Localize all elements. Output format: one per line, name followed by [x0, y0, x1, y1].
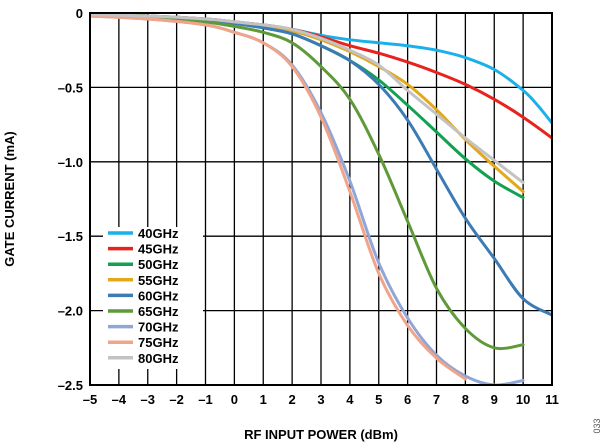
y-tick-label: –1.0 [58, 155, 83, 170]
legend-label: 40GHz [138, 226, 179, 241]
x-tick-label: –1 [198, 392, 212, 407]
figure-id: 033 [592, 418, 602, 433]
x-tick-label: 9 [491, 392, 498, 407]
x-tick-label: –5 [83, 392, 97, 407]
x-tick-label: 7 [433, 392, 440, 407]
series-line-65GHz [90, 13, 525, 351]
x-tick-label: 6 [404, 392, 411, 407]
legend-label: 75GHz [138, 335, 179, 350]
series-line-50GHz [90, 13, 525, 199]
grid [90, 13, 552, 385]
plot-frame [89, 12, 553, 386]
legend-label: 50GHz [138, 257, 179, 272]
x-tick-label: 0 [231, 392, 238, 407]
x-tick-label: 2 [289, 392, 296, 407]
y-tick-label: –1.5 [58, 229, 83, 244]
y-axis-label: GATE CURRENT (mA) [2, 131, 17, 267]
x-tick-labels: –5 –4 –3 –2 –1 0 1 2 3 4 5 6 7 8 9 10 11 [83, 392, 559, 407]
x-tick-label: 10 [516, 392, 530, 407]
x-tick-label: 3 [317, 392, 324, 407]
x-tick-label: 5 [375, 392, 382, 407]
x-axis-label: RF INPUT POWER (dBm) [244, 427, 398, 442]
y-tick-label: –0.5 [58, 80, 83, 95]
legend: 40GHz45GHz50GHz55GHz60GHz65GHz70GHz75GHz… [103, 226, 203, 369]
y-tick-labels: 0 –0.5 –1.0 –1.5 –2.0 –2.5 [58, 6, 83, 393]
series-line-75GHz [90, 14, 467, 381]
legend-label: 60GHz [138, 288, 179, 303]
x-tick-label: 4 [346, 392, 354, 407]
legend-label: 55GHz [138, 273, 179, 288]
y-tick-label: –2.0 [58, 304, 83, 319]
y-tick-label: 0 [76, 6, 83, 21]
x-tick-label: –3 [141, 392, 155, 407]
legend-label: 70GHz [138, 320, 179, 335]
x-tick-label: 8 [462, 392, 469, 407]
legend-label: 80GHz [138, 351, 179, 366]
series-line-55GHz [90, 13, 525, 194]
legend-background [103, 227, 203, 369]
x-tick-label: 11 [545, 392, 559, 407]
series-line-80GHz [90, 13, 525, 185]
x-tick-label: –2 [169, 392, 183, 407]
x-tick-label: –4 [112, 392, 127, 407]
series-line-60GHz [90, 13, 552, 317]
legend-label: 65GHz [138, 304, 179, 319]
y-tick-label: –2.5 [58, 378, 83, 393]
series-lines [90, 13, 552, 385]
x-tick-label: 1 [260, 392, 267, 407]
legend-label: 45GHz [138, 242, 179, 257]
